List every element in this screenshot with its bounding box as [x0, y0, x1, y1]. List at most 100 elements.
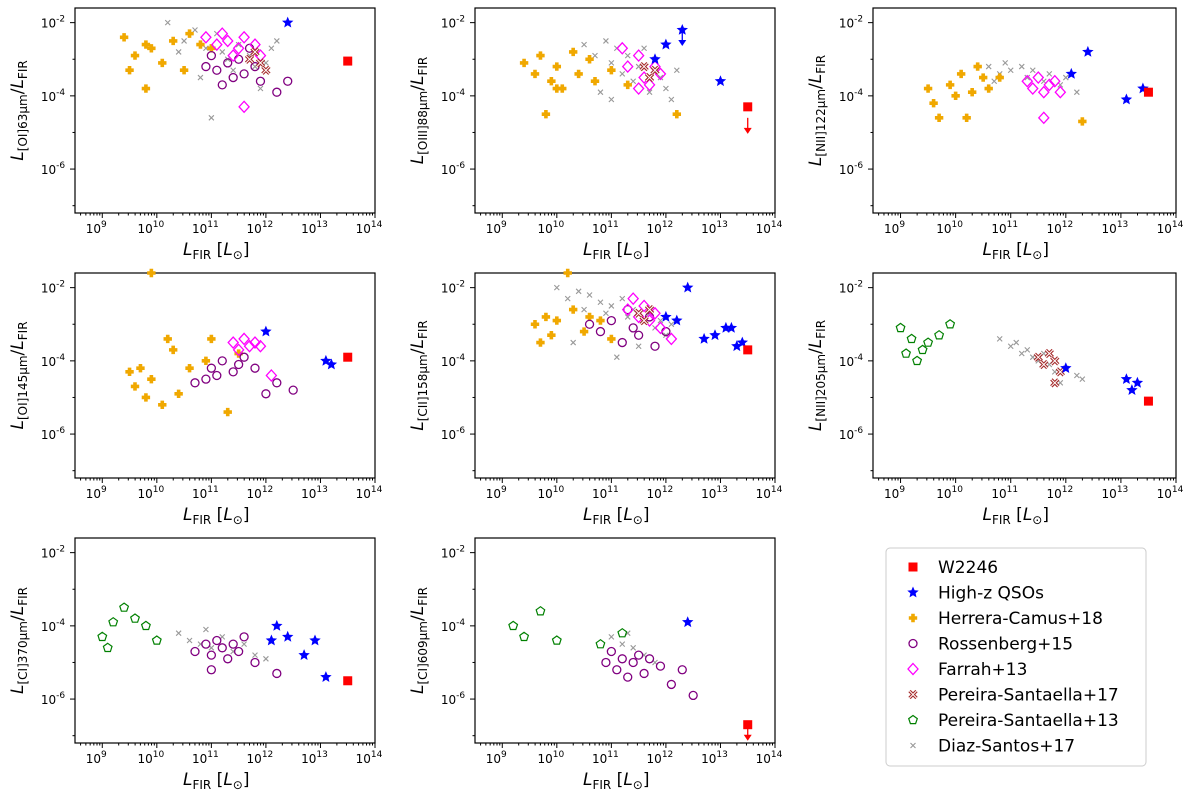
x-tick-label: 1010	[537, 485, 564, 501]
data-point	[956, 69, 966, 79]
data-point	[257, 85, 264, 92]
y-tick-label: 10-2	[839, 280, 863, 296]
data-point	[639, 668, 649, 679]
data-point	[682, 281, 694, 293]
data-point	[249, 336, 261, 350]
data-point	[663, 85, 669, 92]
x-tick-label: 109	[486, 485, 507, 501]
data-point	[1060, 362, 1072, 373]
data-point	[223, 407, 232, 417]
data-point	[688, 690, 698, 701]
legend-marker	[908, 638, 918, 649]
data-point	[967, 87, 977, 97]
data-point	[175, 49, 182, 55]
data-point	[239, 352, 249, 362]
data-point	[147, 44, 156, 53]
y-tick-label: 10-2	[41, 545, 65, 561]
data-point	[1137, 82, 1149, 94]
data-point	[200, 30, 212, 44]
data-point	[168, 36, 178, 46]
data-point	[639, 61, 649, 72]
data-point	[238, 30, 250, 44]
data-point	[644, 72, 655, 83]
x-tick-label: 1013	[1102, 220, 1129, 236]
legend-item-pereira-santaella-13: Pereira-Santaella+13	[907, 711, 1119, 731]
y-tick-label: 10-4	[839, 353, 864, 369]
data-point	[232, 343, 245, 357]
data-point	[628, 657, 638, 668]
series-high-z-qsos	[649, 24, 727, 87]
data-point	[607, 66, 616, 75]
plot-frame	[474, 272, 776, 479]
legend-item-farrah-13: Farrah+13	[907, 660, 1027, 680]
data-point	[147, 374, 156, 384]
data-point	[175, 630, 182, 637]
series-high-z-qsos	[265, 619, 332, 682]
plot-frame	[872, 272, 1177, 479]
y-tick-label: 10-2	[441, 545, 465, 561]
x-tick-label: 109	[884, 485, 905, 501]
x-axis-label: LFIR [L⊙]	[583, 770, 650, 792]
data-point	[917, 344, 928, 355]
legend-marker	[907, 662, 919, 676]
legend-marker	[908, 562, 918, 572]
x-tick-label: 1011	[192, 220, 219, 236]
data-point	[244, 54, 255, 64]
data-point	[906, 333, 917, 344]
panel-3: 109 1010 1011 1012 1013 1014 10-6 10-4 10-2 LFIR …	[806, 7, 1184, 262]
data-point	[158, 400, 167, 409]
data-point	[255, 58, 266, 68]
series-pereira-santaella-13	[895, 319, 956, 366]
data-point	[619, 641, 626, 648]
data-point	[265, 369, 278, 382]
x-tick-label: 1012	[247, 485, 274, 501]
data-point	[1055, 367, 1065, 377]
data-point	[212, 635, 222, 646]
data-point	[179, 66, 189, 75]
data-point	[603, 310, 609, 317]
data-point	[536, 338, 545, 347]
series-pereira-santaella-17	[639, 61, 660, 83]
data-point	[641, 45, 647, 52]
data-point	[1037, 111, 1050, 125]
x-tick-label: 1012	[1046, 485, 1073, 501]
data-point	[568, 47, 578, 57]
data-point	[130, 382, 140, 391]
data-point	[606, 646, 617, 657]
data-point	[632, 82, 645, 96]
data-point	[119, 33, 129, 42]
data-point	[265, 634, 278, 646]
data-point	[272, 668, 282, 679]
data-point	[519, 631, 530, 642]
series-w2246	[343, 676, 353, 686]
data-point	[558, 84, 567, 93]
data-point	[254, 339, 267, 353]
data-point	[201, 61, 211, 72]
x-tick-label: 1014	[756, 750, 783, 766]
x-tick-label: 1011	[592, 220, 619, 236]
data-point	[1043, 78, 1056, 92]
data-point	[639, 315, 649, 326]
series-high-z-qsos	[682, 616, 694, 628]
y-tick-label: 10-4	[839, 88, 864, 104]
data-point	[996, 336, 1003, 342]
series-pereira-santaella-17	[1033, 348, 1065, 388]
data-point	[1048, 74, 1061, 88]
data-point	[646, 89, 653, 96]
data-point	[991, 78, 998, 85]
data-point	[621, 60, 634, 74]
x-tick-label: 1010	[537, 750, 564, 766]
y-tick-label: 10-6	[839, 161, 864, 177]
data-point	[1002, 60, 1009, 66]
data-point	[668, 321, 675, 328]
data-point	[530, 69, 540, 79]
upper-limit-arrow-head	[678, 39, 687, 46]
data-point	[228, 639, 238, 649]
x-tick-label: 1014	[356, 750, 383, 766]
x-tick-label: 1013	[701, 220, 728, 236]
series-w2246	[1143, 87, 1153, 97]
data-point	[196, 40, 205, 49]
y-tick-label: 10-6	[41, 426, 66, 442]
data-point	[901, 348, 912, 358]
